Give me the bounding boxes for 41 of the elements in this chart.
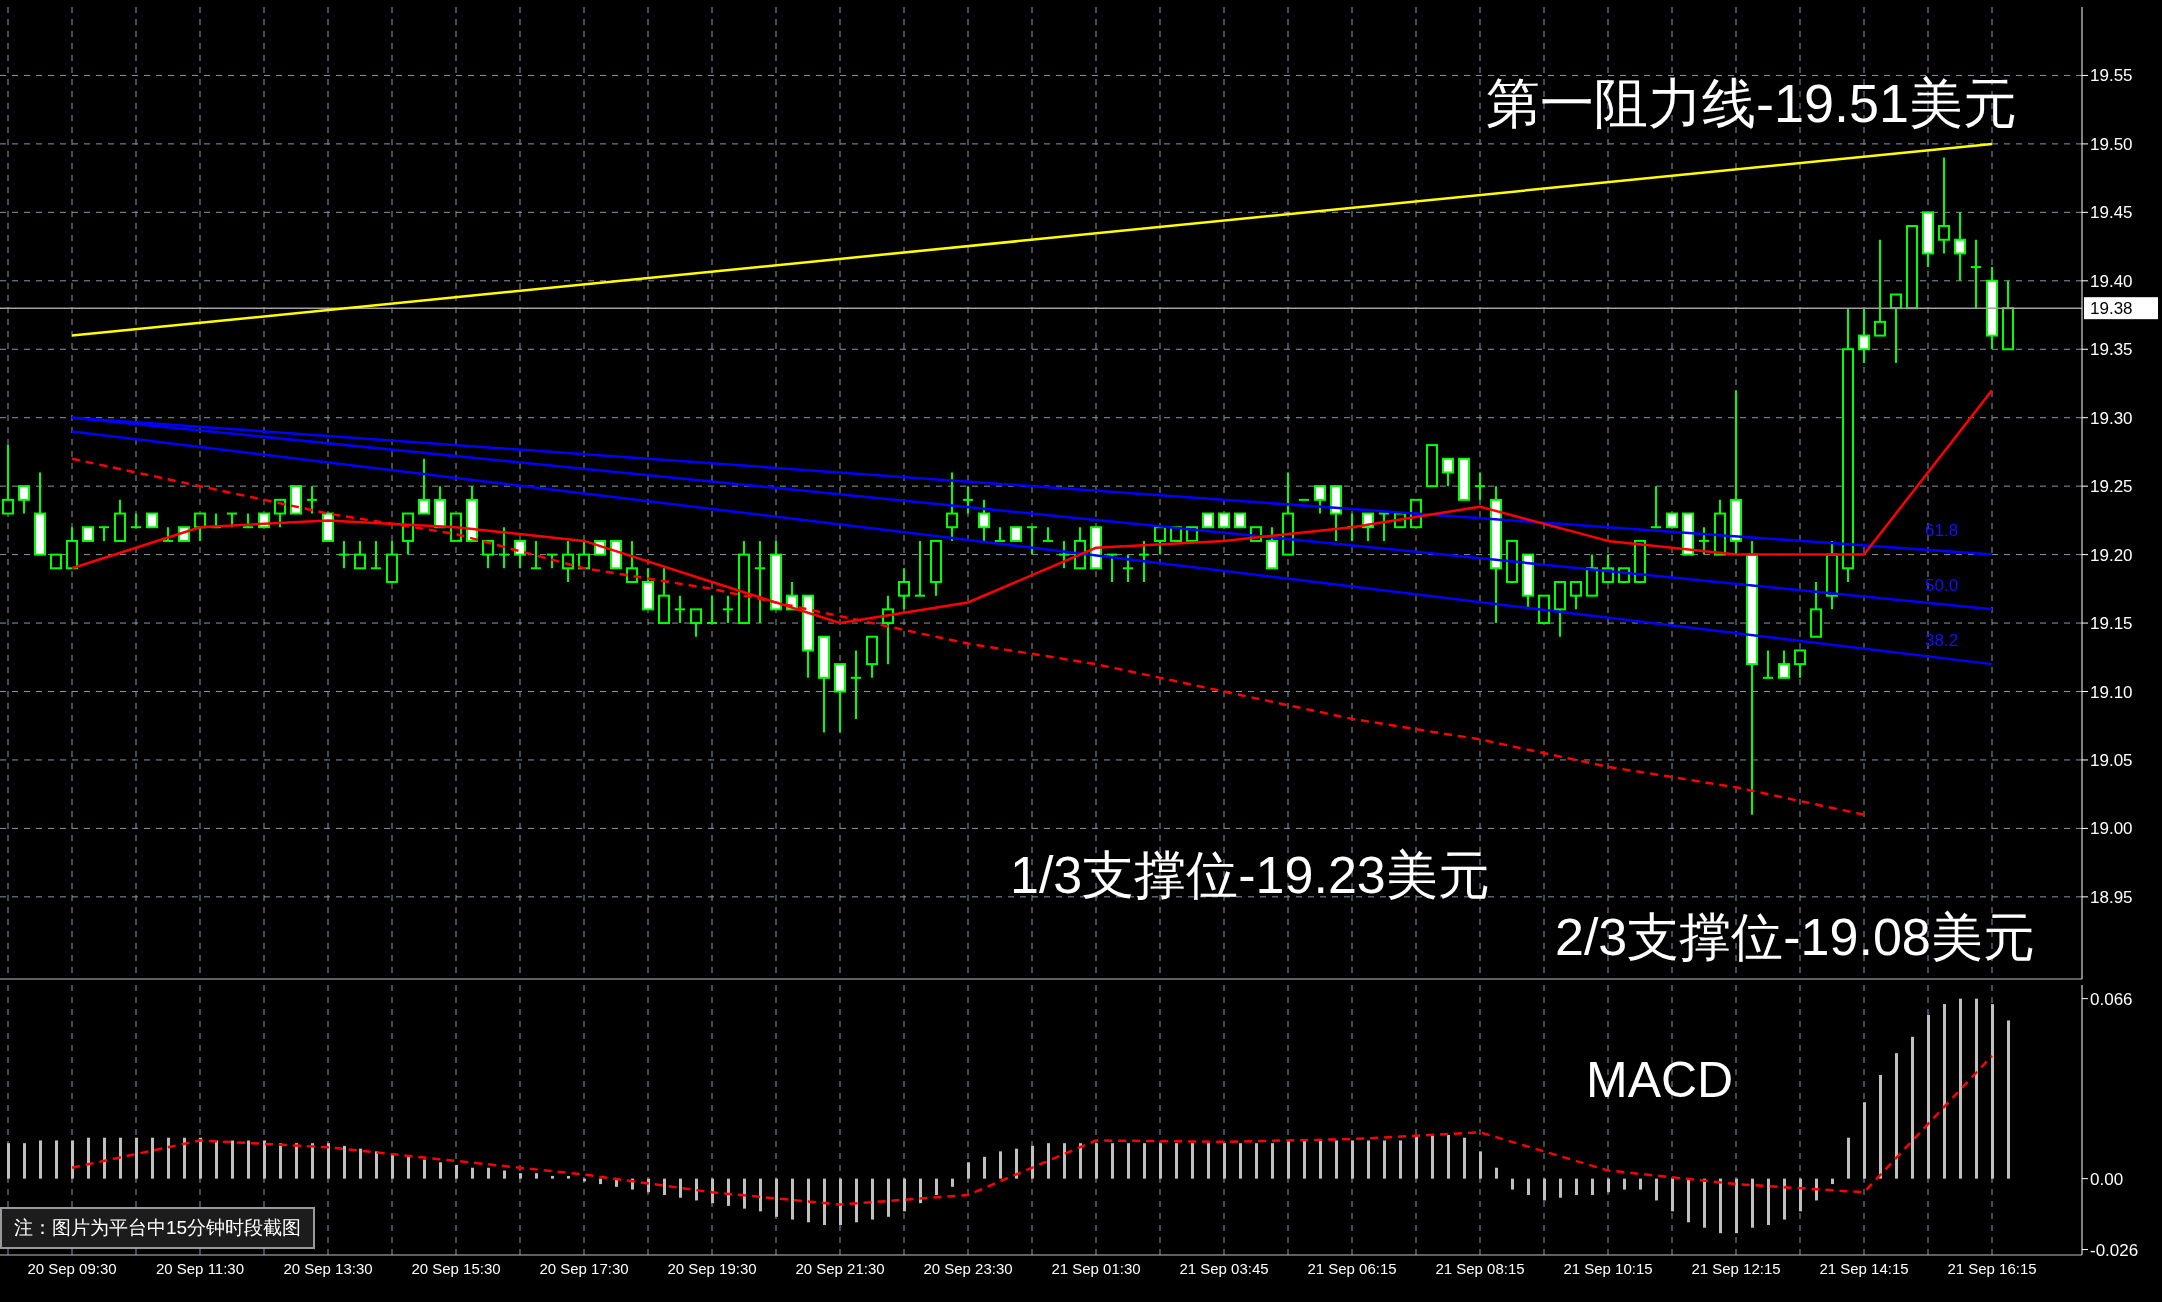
y-tick-label: 18.95 xyxy=(2090,887,2133,907)
y-tick-label: 19.10 xyxy=(2090,682,2133,702)
x-tick-label: 21 Sep 12:15 xyxy=(1691,1259,1781,1277)
x-tick-label: 21 Sep 14:15 xyxy=(1819,1259,1909,1277)
y-tick-label: 19.45 xyxy=(2090,203,2133,223)
x-tick-label: 20 Sep 09:30 xyxy=(27,1259,117,1277)
x-tick-label: 20 Sep 21:30 xyxy=(795,1259,885,1277)
x-tick-label: 21 Sep 10:15 xyxy=(1563,1259,1653,1277)
x-tick-label: 20 Sep 19:30 xyxy=(667,1259,757,1277)
annotation: 第一阻力线-19.51美元 xyxy=(1486,72,2018,135)
y-tick-label: -0.026 xyxy=(2090,1240,2139,1260)
y-tick-label: 19.05 xyxy=(2090,750,2133,770)
ref-line-label: 19.38 xyxy=(2090,299,2133,319)
x-tick-label: 20 Sep 13:30 xyxy=(283,1259,373,1277)
y-tick-label: 19.35 xyxy=(2090,340,2133,360)
x-tick-label: 21 Sep 03:45 xyxy=(1179,1259,1269,1277)
y-tick-label: 0.066 xyxy=(2090,989,2133,1009)
y-tick-label: 19.00 xyxy=(2090,819,2133,839)
y-tick-label: 19.25 xyxy=(2090,477,2133,497)
x-tick-label: 20 Sep 15:30 xyxy=(411,1259,501,1277)
y-tick-label: 19.50 xyxy=(2090,134,2133,154)
annotation: 1/3支撑位-19.23美元 xyxy=(1010,846,1490,906)
annotation: 50.0 xyxy=(1925,576,1959,596)
annotation: 38.2 xyxy=(1925,631,1959,651)
x-tick-label: 20 Sep 23:30 xyxy=(923,1259,1013,1277)
x-tick-label: 21 Sep 16:15 xyxy=(1947,1259,2037,1277)
x-tick-label: 20 Sep 17:30 xyxy=(539,1259,629,1277)
y-tick-label: 19.55 xyxy=(2090,66,2133,86)
y-tick-label: 19.20 xyxy=(2090,545,2133,565)
x-tick-label: 20 Sep 11:30 xyxy=(155,1259,245,1277)
y-tick-label: 19.40 xyxy=(2090,271,2133,291)
y-tick-label: 19.30 xyxy=(2090,408,2133,428)
x-tick-label: 21 Sep 06:15 xyxy=(1307,1259,1397,1277)
annotation: 注：图片为平台中15分钟时段截图 xyxy=(0,1207,316,1249)
y-tick-label: 0.00 xyxy=(2090,1169,2124,1189)
annotation: 61.8 xyxy=(1925,521,1959,541)
text: MACD xyxy=(1586,1051,1734,1109)
x-tick-label: 21 Sep 01:30 xyxy=(1051,1259,1141,1277)
x-tick-label: 21 Sep 08:15 xyxy=(1435,1259,1525,1277)
annotation: 2/3支撑位-19.08美元 xyxy=(1555,908,2035,968)
y-tick-label: 19.15 xyxy=(2090,614,2133,634)
